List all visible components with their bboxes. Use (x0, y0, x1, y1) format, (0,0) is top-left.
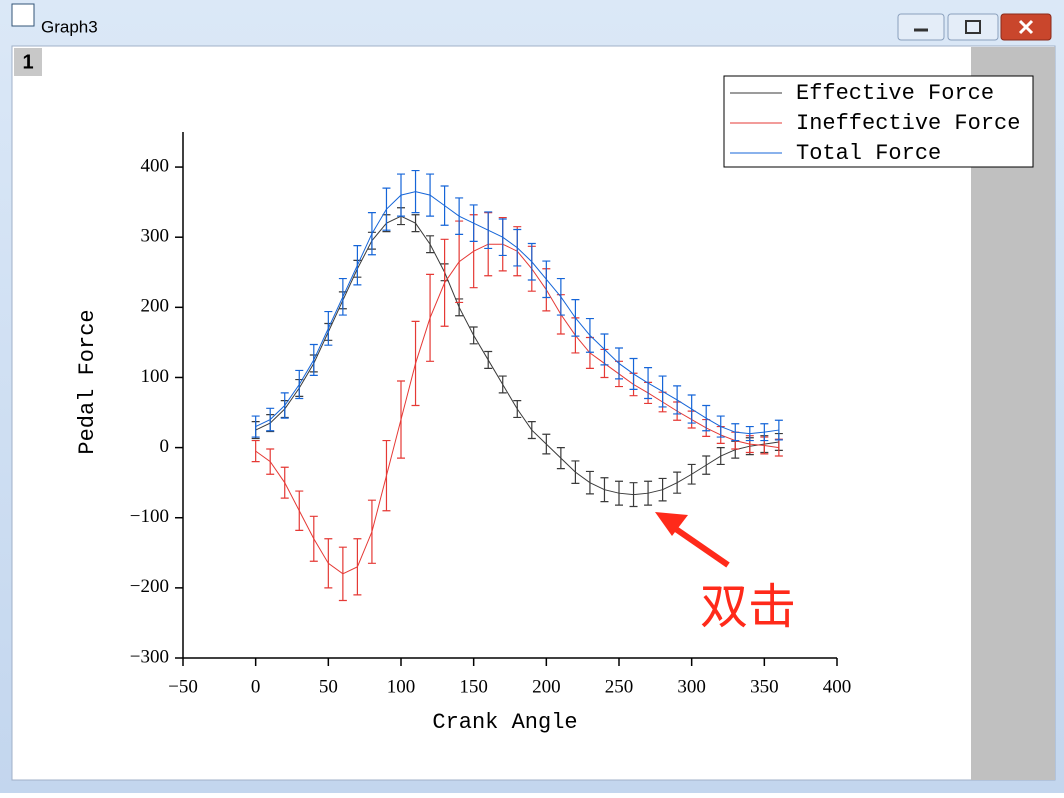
legend-label: Effective Force (796, 81, 994, 106)
x-tick-label: 0 (251, 676, 261, 697)
x-tick-label: 100 (387, 676, 416, 697)
x-tick-label: 250 (605, 676, 634, 697)
y-axis-label: Pedal Force (75, 309, 100, 454)
maximize-icon (965, 20, 981, 34)
x-tick-label: 50 (319, 676, 338, 697)
page-margin (971, 47, 1055, 780)
x-tick-label: 300 (677, 676, 706, 697)
x-tick-label: 200 (532, 676, 561, 697)
annotation: 双击 (700, 579, 796, 635)
window-icon (11, 3, 35, 27)
series-line (255, 191, 779, 435)
y-tick-label: −300 (130, 646, 169, 667)
y-tick-label: 400 (141, 155, 170, 176)
error-bar (774, 419, 783, 441)
x-axis-label: Crank Angle (432, 710, 577, 735)
legend-box (723, 75, 1034, 168)
close-icon (1018, 19, 1034, 35)
y-tick-label: 100 (141, 366, 170, 387)
window-title: Graph3 (41, 17, 98, 36)
maximize-button[interactable] (947, 13, 999, 41)
legend-label: Total Force (796, 141, 941, 166)
x-tick-label: 400 (823, 676, 852, 697)
y-tick-label: 200 (141, 296, 170, 317)
x-tick-label: 350 (750, 676, 779, 697)
plot: −300 −200 −100 0 100 200 300 400 −50 0 50 100 150 200… (75, 75, 1034, 735)
annotation-arrow (668, 522, 730, 568)
minimize-button[interactable] (897, 13, 945, 41)
y-tick-label: −100 (130, 506, 169, 527)
annotation-arrowhead (655, 512, 688, 536)
y-tick-label: −200 (130, 576, 169, 597)
legend-label: Ineffective Force (796, 111, 1020, 136)
layer-tab[interactable] (14, 48, 42, 76)
x-tick-label: −50 (168, 676, 198, 697)
layer-label: 1 (22, 51, 33, 73)
y-tick-label: 300 (141, 226, 170, 247)
y-tick-label: 0 (160, 436, 170, 457)
x-tick-label: 150 (459, 676, 488, 697)
